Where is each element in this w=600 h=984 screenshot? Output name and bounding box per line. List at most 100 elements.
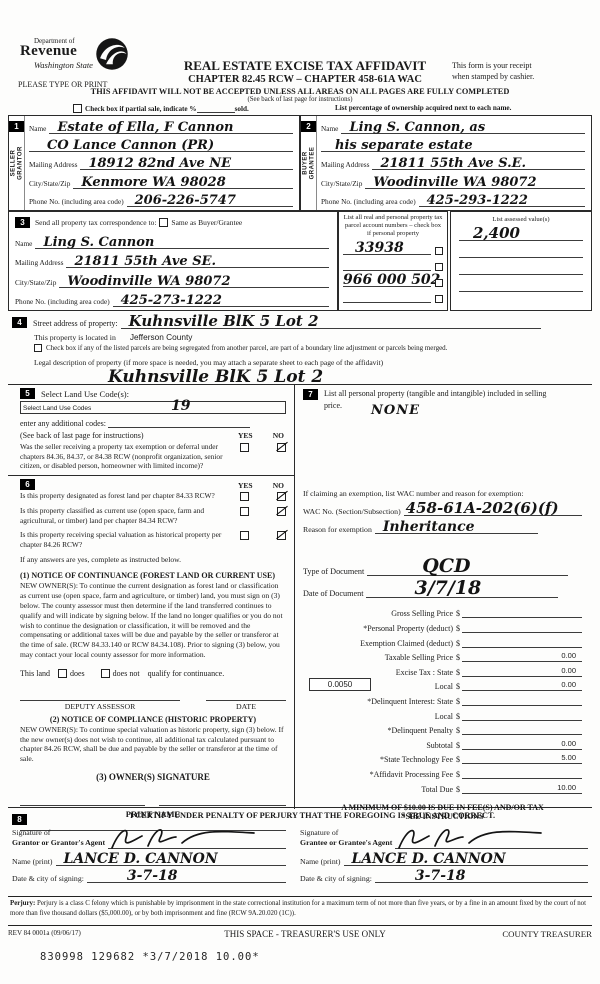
total-due-field[interactable]: 10.00: [462, 783, 582, 794]
same-as-buyer-checkbox[interactable]: [159, 217, 169, 227]
please-type-note: PLEASE TYPE OR PRINT: [18, 80, 108, 89]
does-checkbox[interactable]: [58, 669, 67, 679]
personal-property-field[interactable]: NONE: [303, 403, 582, 431]
s6-q3-yes-checkbox[interactable]: [240, 531, 249, 541]
date-of-document-field[interactable]: 3/7/18: [366, 577, 558, 599]
buyer-mailing-field[interactable]: 21811 55th Ave S.E.: [372, 156, 585, 171]
seller-name2-field[interactable]: CO Lance Cannon (PR): [29, 138, 293, 153]
reason-field[interactable]: Inheritance: [374, 519, 538, 535]
city-label: City/State/Zip: [321, 178, 363, 188]
land-use-dropdown[interactable]: Select Land Use Codes 19: [20, 398, 286, 414]
corr-phone-field[interactable]: 425-273-1222: [112, 293, 329, 308]
assessed-field-4[interactable]: [459, 291, 583, 293]
wac-field[interactable]: 458-61A-202(6)(f): [403, 499, 582, 517]
parcel-field-3[interactable]: 966 000 502: [343, 272, 440, 288]
parcel-value-3: 966 000 502: [343, 271, 441, 288]
print-name-label: PRINT NAME: [125, 808, 181, 819]
notice-compliance-title: (2) NOTICE OF COMPLIANCE (HISTORIC PROPE…: [49, 714, 257, 724]
if-yes-note: If any answers are yes, complete as inst…: [20, 555, 182, 565]
delinquent-interest-local-field[interactable]: [462, 719, 582, 721]
parcel-checkbox-1[interactable]: [435, 246, 443, 255]
assessor-date-line[interactable]: [206, 699, 286, 701]
state-technology-fee-field[interactable]: 5.00: [462, 753, 582, 765]
treasurer-use-only-label: THIS SPACE - TREASURER'S USE ONLY: [224, 929, 386, 939]
grantor-signature-line[interactable]: [108, 829, 286, 849]
grantor-date-field[interactable]: 3-7-18: [86, 868, 286, 884]
does-not-label: does not: [112, 669, 140, 679]
partial-sale-percent-field[interactable]: [196, 112, 235, 113]
grantee-signature-line[interactable]: [395, 829, 588, 849]
parcel-field-2[interactable]: [343, 269, 431, 271]
s6-q2-no-checkbox[interactable]: [277, 506, 286, 516]
s6-q2-yes-checkbox[interactable]: [240, 506, 249, 516]
correspondence-box: 3 Send all property tax correspondence t…: [8, 211, 338, 311]
exemption-claimed-field[interactable]: [462, 646, 582, 648]
reason-value: Inheritance: [382, 518, 475, 535]
corr-city-field[interactable]: Woodinville WA 98072: [59, 274, 329, 289]
owner-signature-line-1[interactable]: [20, 804, 145, 806]
parcel-field-1[interactable]: 33938: [343, 240, 431, 256]
money-row: *Delinquent Interest: State $: [303, 691, 582, 706]
additional-codes-field[interactable]: [107, 427, 250, 428]
local-rate-box[interactable]: 0.0050: [309, 678, 371, 692]
buyer-city-field[interactable]: Woodinville WA 98072: [365, 175, 585, 190]
corr-name-field[interactable]: Ling S. Cannon: [35, 235, 329, 250]
s5-yes-checkbox[interactable]: [240, 443, 249, 452]
type-of-document-field[interactable]: QCD: [367, 555, 568, 577]
partial-sale-checkbox[interactable]: [73, 104, 82, 113]
seller-city-field[interactable]: Kenmore WA 98028: [73, 175, 293, 190]
corr-mailing-field[interactable]: 21811 55th Ave SE.: [66, 254, 329, 269]
seller-name-field[interactable]: Estate of Ella, F Cannon: [49, 120, 293, 135]
parcel-checkbox-3[interactable]: [435, 278, 443, 287]
s6-q1-no-checkbox[interactable]: [277, 491, 286, 501]
does-not-checkbox[interactable]: [100, 669, 110, 679]
no-header: NO: [272, 480, 284, 490]
s5-question: Was the seller receiving a property tax …: [20, 442, 223, 471]
parcel-checkbox-4[interactable]: [435, 294, 443, 303]
grantor-print-name-field[interactable]: LANCE D. CANNON: [55, 851, 286, 867]
legal-description-label: Legal description of property (if more s…: [34, 358, 384, 367]
excise-tax-local-field[interactable]: 0.00: [462, 680, 582, 692]
city-label: City/State/Zip: [15, 277, 57, 287]
delinquent-interest-state-field[interactable]: [462, 704, 582, 706]
corr-mailing-value: 21811 55th Ave SE.: [74, 254, 217, 269]
wac-label: WAC No. (Section/Subsection): [303, 506, 401, 516]
owner-signature-line-2[interactable]: [159, 804, 286, 806]
grantee-date-field[interactable]: 3-7-18: [374, 868, 588, 884]
buyer-name-field[interactable]: Ling S. Cannon, as: [341, 120, 585, 135]
excise-tax-state-field[interactable]: 0.00: [462, 666, 582, 677]
assessed-field-3[interactable]: [459, 274, 583, 276]
assessed-field-1[interactable]: 2,400: [459, 224, 583, 242]
s6-q3-no-checkbox[interactable]: [277, 531, 286, 541]
parcel-field-4[interactable]: [343, 301, 431, 303]
same-as-buyer-label: Same as Buyer/Grantee: [171, 217, 243, 227]
additional-codes-label: enter any additional codes:: [20, 419, 106, 428]
s5-no-checkbox[interactable]: [277, 443, 286, 452]
owners-signature-title: (3) OWNER(S) SIGNATURE: [96, 771, 210, 782]
delinquent-penalty-field[interactable]: [462, 734, 582, 736]
affidavit-processing-fee-field[interactable]: [462, 777, 582, 779]
legal-description-field[interactable]: Kuhnsville BlK 5 Lot 2: [8, 367, 592, 393]
owner-print-name-line[interactable]: [20, 819, 286, 831]
s6-question-3: Is this property receiving special valua…: [20, 530, 222, 549]
taxable-selling-price-field[interactable]: 0.00: [462, 651, 582, 663]
seller-mailing-field[interactable]: 18912 82nd Ave NE: [80, 156, 293, 171]
grantee-print-name-field[interactable]: LANCE D. CANNON: [343, 851, 588, 867]
segregated-checkbox[interactable]: [34, 344, 42, 352]
receipt-note: This form is your receipt when stamped b…: [452, 61, 535, 82]
corr-phone-value: 425-273-1222: [120, 293, 222, 308]
see-back-label: (See back of last page for instructions): [20, 431, 144, 440]
parcel-checkbox-2[interactable]: [435, 262, 443, 271]
street-address-field[interactable]: Kuhnsville BlK 5 Lot 2: [120, 312, 541, 330]
s6-q1-yes-checkbox[interactable]: [240, 491, 249, 501]
buyer-phone-field[interactable]: 425-293-1222: [418, 193, 585, 208]
section-8-badge: 8: [12, 814, 27, 825]
personal-property-deduct-field[interactable]: [462, 631, 582, 633]
gross-selling-price-field[interactable]: [462, 617, 582, 619]
buyer-name2-field[interactable]: his separate estate: [321, 138, 585, 153]
assessed-field-2[interactable]: [459, 257, 583, 259]
deputy-assessor-signature-line[interactable]: [20, 699, 180, 701]
subtotal-field[interactable]: 0.00: [462, 739, 582, 750]
seller-phone-field[interactable]: 206-226-5747: [126, 193, 293, 208]
